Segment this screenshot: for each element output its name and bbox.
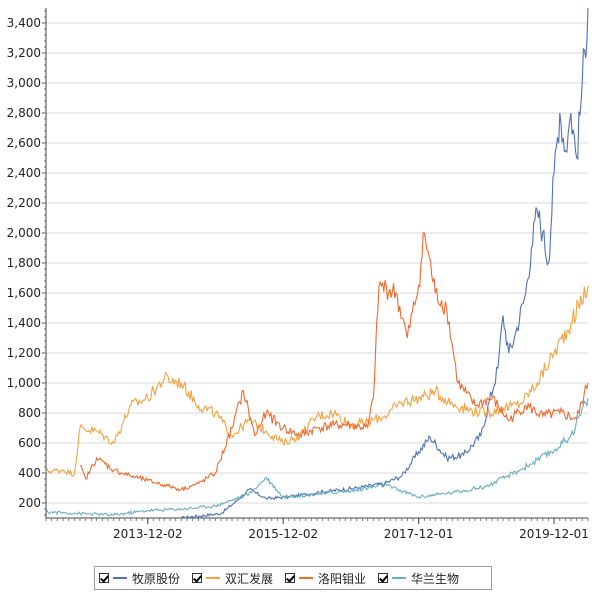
x-tick-label: 2013-12-02 (113, 527, 183, 541)
legend-item-luoyang[interactable]: 洛阳钼业 (285, 570, 366, 587)
y-tick-label: 400 (18, 466, 41, 480)
legend-label: 双汇发展 (225, 571, 274, 586)
legend-label: 华兰生物 (411, 571, 460, 586)
y-tick-label: 600 (18, 436, 41, 450)
y-tick-label: 3,000 (7, 76, 41, 90)
checkbox-icon[interactable] (99, 573, 109, 583)
checkbox-icon[interactable] (285, 573, 296, 583)
legend-item-muyuan[interactable]: 牧原股份 (99, 570, 180, 587)
legend-item-hualan[interactable]: 华兰生物 (378, 570, 459, 587)
y-tick-label: 2,200 (7, 196, 41, 210)
grid-lines (46, 22, 588, 504)
series-line-1 (180, 7, 589, 519)
y-tick-label: 800 (18, 406, 41, 420)
legend-label: 洛阳钼业 (318, 571, 367, 586)
y-tick-label: 1,200 (7, 346, 41, 360)
legend-label: 牧原股份 (132, 571, 181, 586)
y-tick-label: 1,800 (7, 256, 41, 270)
series-swatch (206, 577, 221, 579)
chart-legend: 牧原股份 双汇发展 洛阳钼业 华兰生物 (94, 566, 492, 590)
y-axis: 200 400 600 800 1,000 1,200 1,400 1,600 1,800 2,0… (7, 8, 47, 518)
y-tick-label: 3,400 (7, 16, 41, 30)
series-line-4 (45, 397, 589, 517)
checkbox-icon[interactable] (378, 573, 389, 583)
series-lines (45, 7, 589, 519)
y-tick-label: 3,200 (7, 46, 41, 60)
legend-item-shuanghui[interactable]: 双汇发展 (192, 570, 273, 587)
y-tick-label: 1,400 (7, 316, 41, 330)
x-axis: 2013-12-02 2015-12-02 2017-12-01 2019-12-01 (45, 517, 589, 541)
x-tick-label: 2019-12-01 (519, 527, 589, 541)
checkbox-icon[interactable] (192, 573, 203, 583)
series-swatch (299, 577, 314, 579)
series-swatch (392, 577, 407, 579)
series-line-2 (45, 285, 589, 478)
series-swatch (113, 577, 127, 579)
y-tick-label: 2,800 (7, 106, 41, 120)
y-tick-label: 1,000 (7, 376, 41, 390)
x-tick-label: 2015-12-02 (248, 527, 318, 541)
y-tick-label: 1,600 (7, 286, 41, 300)
y-tick-label: 2,600 (7, 136, 41, 150)
y-tick-label: 2,400 (7, 166, 41, 180)
series-line-3 (79, 232, 589, 492)
y-tick-label: 2,000 (7, 226, 41, 240)
x-tick-label: 2017-12-01 (384, 527, 454, 541)
y-tick-label: 200 (18, 496, 41, 510)
